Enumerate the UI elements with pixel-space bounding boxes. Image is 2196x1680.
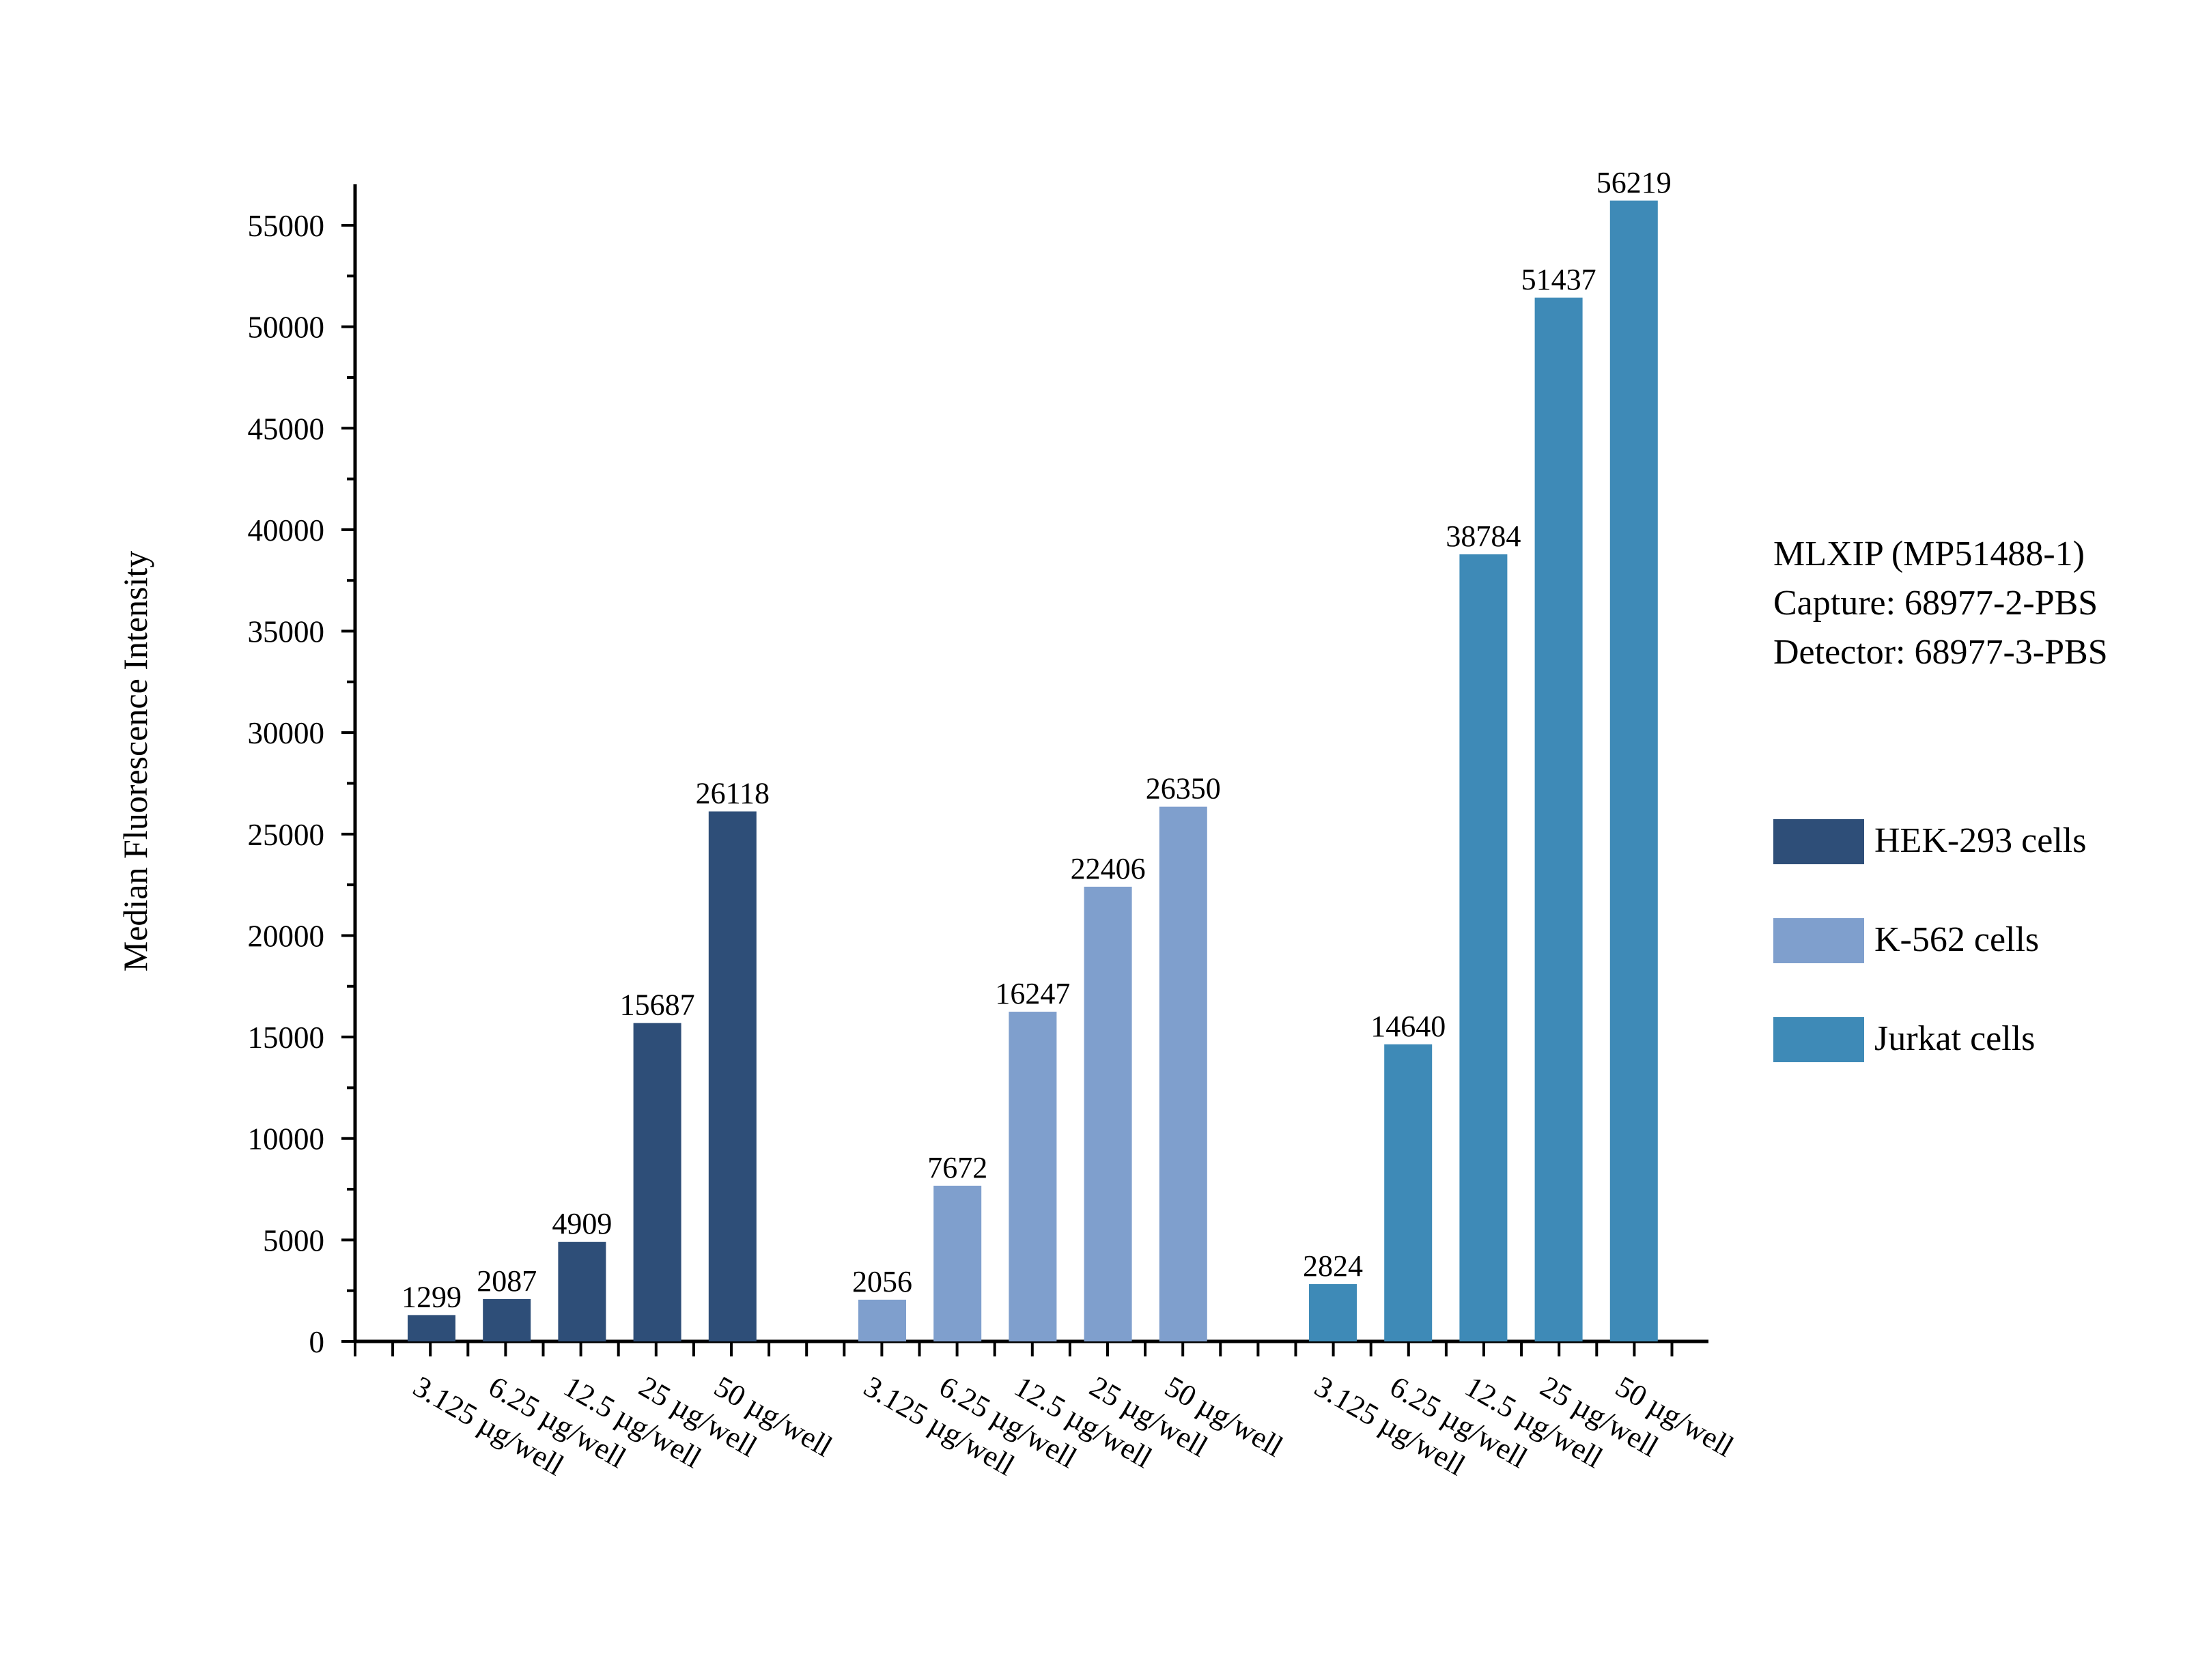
data-label: 2056 — [852, 1265, 912, 1298]
y-tick-label: 30000 — [248, 716, 325, 750]
y-tick-label: 0 — [309, 1325, 325, 1359]
data-label: 2824 — [1303, 1249, 1363, 1283]
data-label: 1299 — [402, 1280, 462, 1313]
y-tick-label: 10000 — [248, 1122, 325, 1156]
bar — [1159, 806, 1207, 1341]
data-label: 4909 — [552, 1207, 612, 1240]
bar — [1459, 554, 1508, 1342]
y-axis-label: Median Fluorescence Intensity — [116, 551, 154, 971]
bar — [633, 1023, 681, 1341]
y-tick-label: 45000 — [248, 412, 325, 446]
bar — [1009, 1012, 1057, 1341]
data-label: 14640 — [1370, 1010, 1446, 1043]
bar — [708, 811, 757, 1341]
bar — [408, 1315, 455, 1341]
annotation-line: Detector: 68977-3-PBS — [1773, 633, 2108, 672]
bar — [1084, 886, 1132, 1341]
legend: HEK-293 cells K-562 cells Jurkat cells — [1773, 819, 2086, 1062]
bar — [1609, 200, 1658, 1341]
legend-label: Jurkat cells — [1874, 1019, 2035, 1058]
data-label: 26118 — [696, 777, 770, 810]
bar — [1534, 297, 1583, 1342]
bars — [408, 200, 1658, 1342]
data-label: 51437 — [1521, 263, 1596, 296]
y-tick-label: 20000 — [248, 919, 325, 953]
bar — [933, 1185, 982, 1341]
y-tick-label: 5000 — [263, 1223, 324, 1257]
data-label: 56219 — [1596, 166, 1672, 199]
legend-swatch — [1773, 819, 1864, 864]
data-label: 15687 — [620, 988, 695, 1022]
data-label: 38784 — [1446, 519, 1521, 553]
bar — [1384, 1044, 1433, 1341]
data-label: 2087 — [477, 1264, 537, 1298]
data-labels: 1299 2087 4909 15687 26118 2056 7672 16247 22406… — [402, 166, 1672, 1314]
data-label: 16247 — [995, 977, 1070, 1010]
y-tick-label: 55000 — [248, 209, 325, 243]
legend-label: K-562 cells — [1874, 920, 2039, 959]
legend-swatch — [1773, 918, 1864, 963]
data-label: 26350 — [1146, 772, 1221, 806]
y-tick-label: 35000 — [248, 615, 325, 649]
y-tick-label: 40000 — [248, 513, 325, 547]
bar — [1309, 1284, 1357, 1341]
y-tick-label: 15000 — [248, 1021, 325, 1055]
data-label: 7672 — [927, 1151, 987, 1184]
legend-label: HEK-293 cells — [1874, 821, 2086, 860]
bar — [858, 1299, 906, 1341]
bar — [558, 1242, 606, 1341]
annotation-line: MLXIP (MP51488-1) — [1773, 535, 2085, 573]
annotation-line: Capture: 68977-2-PBS — [1773, 584, 2098, 623]
data-label: 22406 — [1071, 852, 1146, 885]
y-tick-label: 25000 — [248, 818, 325, 852]
annotation: MLXIP (MP51488-1) Capture: 68977-2-PBS D… — [1773, 535, 2108, 672]
legend-swatch — [1773, 1017, 1864, 1062]
bar — [483, 1298, 531, 1341]
y-tick-label: 50000 — [248, 311, 325, 345]
